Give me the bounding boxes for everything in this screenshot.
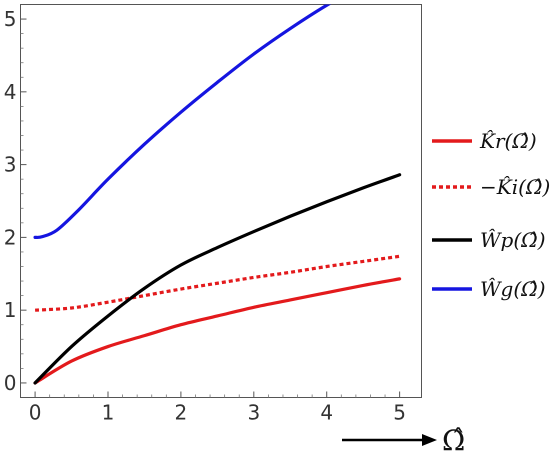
- lines-layer: [33, 4, 402, 385]
- y-tick-label: 0: [4, 371, 17, 395]
- y-tick-label: 1: [4, 298, 17, 322]
- legend-item-k-real: K̂r(Ω̂): [432, 129, 537, 153]
- legend-layer: K̂r(Ω̂) −K̂i(Ω̂) Ŵp(Ω̂) Ŵg(Ω̂): [432, 129, 550, 301]
- legend-label: −K̂i(Ω̂): [480, 175, 550, 199]
- x-tick-label: 1: [102, 401, 115, 425]
- x-tick-label: 4: [320, 401, 333, 425]
- y-tick-label: 4: [4, 80, 17, 104]
- legend-label: Ŵg(Ω̂): [480, 277, 546, 301]
- series-k-imag-line: [34, 254, 400, 312]
- legend-item-w-group: Ŵg(Ω̂): [432, 277, 546, 301]
- x-axis-arrow: [342, 434, 437, 446]
- x-tick-label: 0: [29, 401, 42, 425]
- series-k-real-line: [33, 277, 402, 385]
- legend-item-k-imag: −K̂i(Ω̂): [432, 175, 550, 199]
- ticks-layer: 0 1 2 3 4 5 0 1 2 3 4 5: [4, 7, 406, 424]
- x-tick-label: 2: [175, 401, 188, 425]
- x-tick-label: 3: [247, 401, 260, 425]
- x-axis-label: Ω̂: [442, 424, 465, 453]
- series-w-group-line: [33, 4, 332, 240]
- y-tick-label: 2: [4, 225, 17, 249]
- plot-frame: [20, 4, 422, 398]
- y-tick-label: 3: [4, 153, 17, 177]
- legend-label: K̂r(Ω̂): [479, 129, 537, 153]
- y-tick-label: 5: [4, 7, 17, 31]
- legend-item-w-phase: Ŵp(Ω̂): [432, 228, 546, 252]
- x-tick-label: 5: [393, 401, 406, 425]
- legend-label: Ŵp(Ω̂): [480, 228, 546, 252]
- series-w-phase-line: [33, 173, 402, 385]
